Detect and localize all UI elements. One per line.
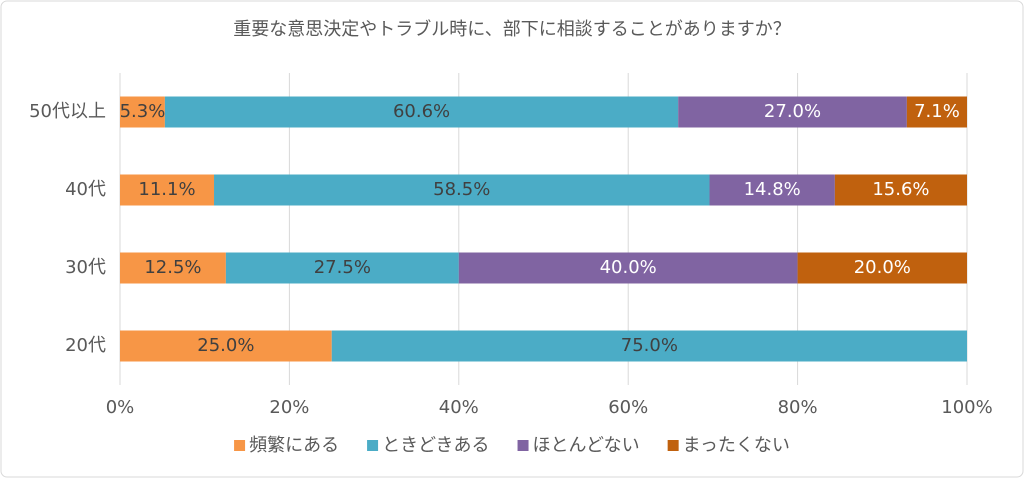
data-label: 11.1%: [138, 179, 195, 200]
chart-title: 重要な意思決定やトラブル時に、部下に相談することがありますか？: [233, 18, 790, 40]
bar-segment: [906, 96, 967, 128]
legend-swatch: [517, 440, 529, 451]
bar-segment: [709, 174, 835, 206]
legend-swatch: [367, 440, 379, 451]
bar-segment: [331, 330, 967, 362]
bar-segment: [225, 252, 459, 284]
bar-segment: [214, 174, 710, 206]
legend-label: ほとんどない: [533, 435, 640, 456]
data-label: 40.0%: [600, 257, 657, 278]
data-label: 12.5%: [144, 257, 201, 278]
bar-segment: [120, 330, 332, 362]
legend-label: ときどきある: [382, 435, 489, 456]
y-tick-label: 30代: [65, 257, 106, 278]
data-label: 58.5%: [433, 179, 490, 200]
x-tick-label: 0%: [106, 397, 135, 418]
x-tick-label: 20%: [269, 397, 309, 418]
y-tick-label: 50代以上: [29, 101, 106, 122]
bar-segment: [164, 96, 679, 128]
bar-segment: [678, 96, 907, 128]
data-label: 75.0%: [621, 335, 678, 356]
x-tick-label: 100%: [941, 397, 992, 418]
legend-label: まったくない: [683, 435, 790, 456]
bar-segment: [120, 174, 215, 206]
y-tick-label: 40代: [65, 179, 106, 200]
data-label: 27.5%: [314, 257, 371, 278]
bar-segment: [120, 252, 226, 284]
bar-segment: [458, 252, 798, 284]
legend-swatch: [234, 440, 246, 451]
data-label: 5.3%: [120, 101, 166, 122]
x-tick-label: 80%: [778, 397, 818, 418]
data-label: 25.0%: [197, 335, 254, 356]
bar-segment: [834, 174, 967, 206]
data-label: 27.0%: [764, 101, 821, 122]
legend-swatch: [667, 440, 679, 451]
legend-label: 頻繁にある: [249, 435, 339, 456]
bar-segment: [120, 96, 165, 128]
x-tick-label: 40%: [439, 397, 479, 418]
data-label: 7.1%: [914, 101, 960, 122]
legend: 頻繁にある ときどきある ほとんどない まったくない: [234, 435, 790, 456]
x-tick-label: 60%: [608, 397, 648, 418]
data-label: 20.0%: [854, 257, 911, 278]
y-tick-label: 20代: [65, 335, 106, 356]
data-label: 14.8%: [744, 179, 801, 200]
data-label: 60.6%: [393, 101, 450, 122]
data-label: 15.6%: [872, 179, 929, 200]
bar-segment: [797, 252, 967, 284]
